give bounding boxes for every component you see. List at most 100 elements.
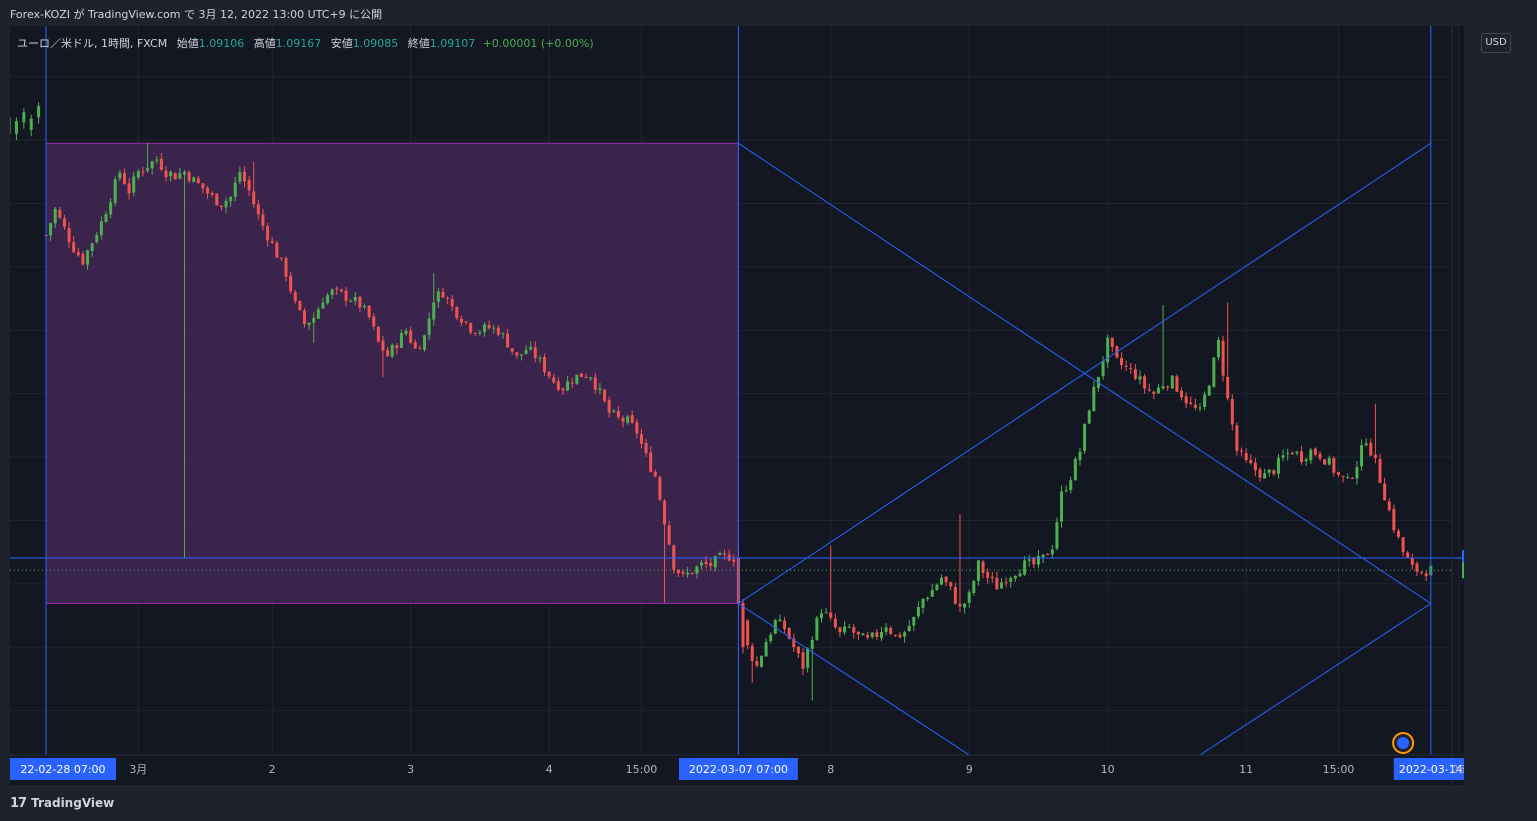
- candle: [418, 345, 422, 350]
- candle: [1203, 391, 1207, 411]
- candle: [104, 211, 108, 223]
- candle: [1360, 439, 1364, 471]
- candle-body: [755, 661, 759, 666]
- candle-body: [958, 603, 962, 607]
- candle: [953, 582, 957, 605]
- candle-body: [1180, 390, 1184, 398]
- time-tick-label: 2022-03-14: [1399, 763, 1463, 776]
- candle-body: [824, 612, 828, 614]
- candle: [215, 193, 219, 206]
- candlestick-chart[interactable]: 1.130001.125001.120001.115001.110001.105…: [10, 26, 1464, 785]
- candle-body: [72, 242, 76, 253]
- candle-body: [930, 590, 934, 597]
- candle-body: [713, 556, 717, 568]
- candle-body: [1166, 386, 1170, 388]
- candle: [404, 327, 408, 336]
- candle-body: [829, 612, 833, 618]
- candle-body: [330, 289, 334, 296]
- price-label-badge: 1.09204: [1462, 549, 1464, 566]
- candle: [173, 172, 177, 180]
- candle-body: [270, 241, 274, 243]
- candle: [566, 376, 570, 392]
- candle-body: [446, 298, 450, 300]
- candle: [229, 196, 233, 207]
- candle: [593, 372, 597, 394]
- candle-body: [182, 171, 186, 175]
- candle-body: [192, 177, 196, 183]
- candle-body: [1341, 475, 1345, 477]
- candle: [307, 322, 311, 331]
- candle: [349, 299, 353, 303]
- candle-body: [113, 179, 117, 203]
- candle-body: [10, 117, 11, 134]
- candle-body: [1244, 452, 1248, 461]
- candle: [247, 176, 251, 196]
- candle: [1083, 423, 1087, 454]
- candle-body: [399, 333, 403, 348]
- candle-body: [1313, 448, 1317, 455]
- candle-body: [533, 347, 537, 358]
- candle: [372, 312, 376, 330]
- candle-body: [709, 563, 713, 567]
- candle-body: [1240, 450, 1244, 452]
- candle: [695, 565, 699, 579]
- candle: [473, 332, 477, 337]
- candle-body: [663, 500, 667, 525]
- candle-body: [1064, 490, 1068, 492]
- time-label-badge: [679, 758, 798, 780]
- candle-body: [1267, 469, 1271, 473]
- currency-button[interactable]: USD: [1481, 33, 1511, 53]
- candle-body: [1212, 357, 1216, 387]
- candle-body: [261, 214, 265, 226]
- candle-body: [219, 205, 223, 208]
- candle-body: [1424, 573, 1428, 577]
- candle: [483, 322, 487, 337]
- candle: [916, 601, 920, 619]
- candle-body: [1203, 394, 1207, 407]
- candle: [958, 514, 962, 613]
- candle: [192, 176, 196, 183]
- candle-body: [649, 452, 653, 472]
- candle: [233, 176, 237, 202]
- candle-body: [432, 302, 436, 320]
- candle-pre: [22, 108, 26, 129]
- candle-body: [49, 223, 53, 236]
- candle-body: [1120, 357, 1124, 366]
- candle-body: [339, 289, 343, 292]
- candle-body: [875, 632, 879, 637]
- candle-body: [695, 566, 699, 574]
- candle: [49, 222, 53, 241]
- candle-body: [1073, 458, 1077, 481]
- candle: [1207, 384, 1211, 396]
- candle: [1290, 451, 1294, 455]
- tradingview-logo[interactable]: 17 TradingView: [10, 796, 114, 811]
- candle: [90, 242, 94, 257]
- candle-body: [746, 620, 750, 646]
- candle: [330, 288, 334, 299]
- price-axis: 1.130001.125001.120001.115001.110001.105…: [1451, 26, 1464, 785]
- candle: [690, 572, 694, 575]
- candle-body: [1309, 449, 1313, 461]
- low-value: 1.09085: [352, 37, 399, 50]
- chart-frame[interactable]: 1.130001.125001.120001.115001.110001.105…: [10, 26, 1464, 785]
- candle-body: [210, 192, 214, 195]
- candle-body: [626, 416, 630, 423]
- candle-body: [1101, 361, 1105, 377]
- candle: [1193, 398, 1197, 411]
- candle: [1295, 450, 1299, 456]
- candle: [1221, 335, 1225, 382]
- candle: [367, 305, 371, 320]
- candle: [1060, 485, 1064, 528]
- candle-body: [169, 171, 173, 177]
- candle-body: [1420, 571, 1424, 573]
- candle: [806, 647, 810, 673]
- candle: [792, 633, 796, 652]
- candle-body: [1350, 477, 1354, 479]
- candle-body: [155, 159, 159, 161]
- candle: [122, 168, 126, 185]
- candle: [224, 197, 228, 214]
- candle: [607, 396, 611, 418]
- candle: [1332, 456, 1336, 477]
- candle: [1406, 550, 1410, 559]
- candle-body: [307, 322, 311, 326]
